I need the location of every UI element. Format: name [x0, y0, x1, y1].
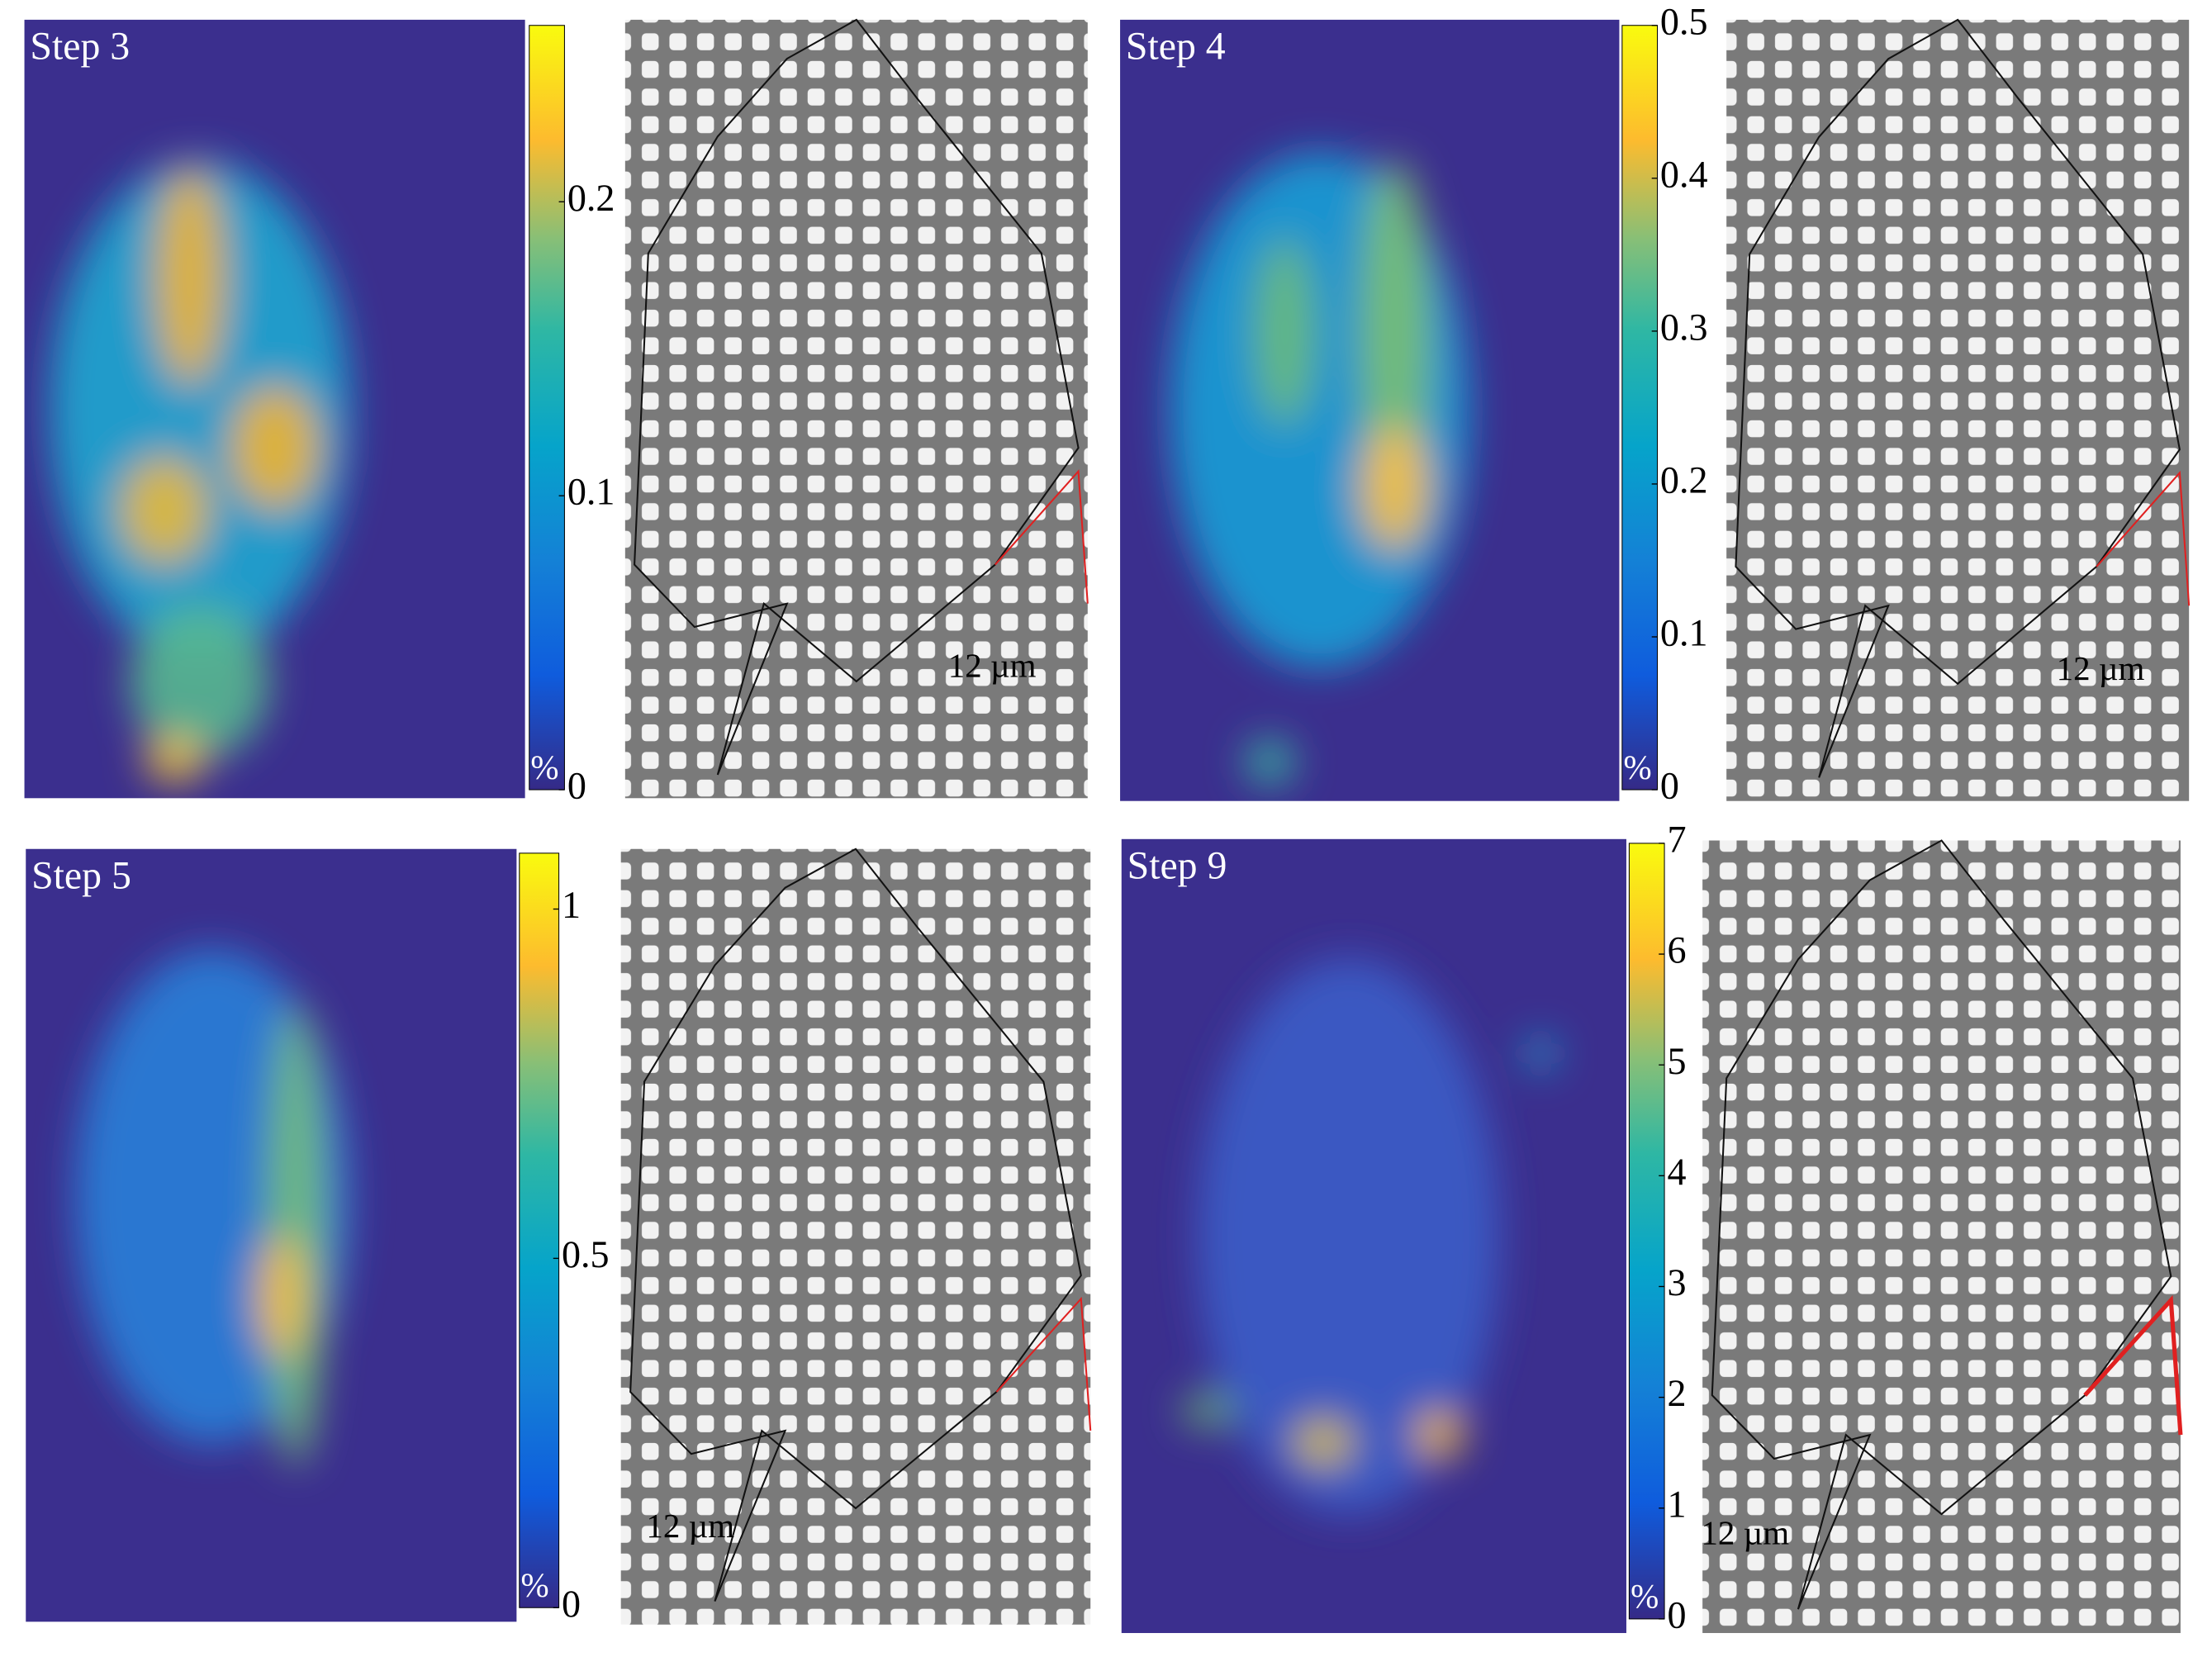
heatmap-blob	[266, 1003, 325, 1468]
scale-bar-label: 12 µm	[1701, 1513, 1789, 1551]
heatmap-blob	[154, 167, 225, 386]
colorbar-tick-label: 0	[1660, 765, 1679, 807]
heatmap-blob	[129, 603, 270, 760]
grain-boundary	[629, 847, 1082, 1602]
colorbar-tick-label: 0.2	[567, 177, 615, 219]
micrograph	[1726, 19, 2190, 801]
colorbar-tick-label: 3	[1667, 1261, 1686, 1303]
colorbar-tick-label: 0	[1667, 1593, 1686, 1636]
colorbar-tick-label: 7	[1667, 819, 1686, 861]
heatmap-blob	[1525, 1037, 1556, 1070]
colorbar-tick-label: 0.4	[1660, 153, 1708, 195]
scale-bar-label: 12 µm	[948, 646, 1037, 684]
heatmap-blob	[1360, 425, 1430, 552]
colorbar-unit: %	[1624, 748, 1652, 786]
crack	[994, 469, 1089, 604]
grain-boundary	[1735, 18, 2181, 778]
colorbar-tick-label: 6	[1667, 929, 1686, 971]
heatmap-blobs	[1170, 152, 1470, 786]
heatmap-blob	[1360, 160, 1430, 505]
heatmap-blob	[1293, 1418, 1354, 1467]
heatmap-blobs	[49, 159, 350, 783]
panel: Step 3 0 0.1 0.2% 12 µm	[24, 18, 1089, 807]
heatmap-blobs	[1182, 957, 1556, 1514]
heatmap-blob	[1414, 1410, 1465, 1459]
crack	[2083, 1294, 2183, 1436]
colorbar-unit: %	[530, 748, 558, 786]
scale-bar-label: 12 µm	[2057, 649, 2145, 687]
colorbar-unit: %	[520, 1566, 548, 1604]
colorbar-tick-label: 0.5	[562, 1233, 610, 1275]
heatmap-blob	[1245, 738, 1295, 786]
panel-label: Step 5	[31, 854, 131, 898]
colorbar	[1621, 25, 1659, 791]
colorbar-tick-label: 0.1	[567, 471, 615, 513]
colorbar-tick-label: 1	[1667, 1483, 1686, 1525]
colorbar-tick-label: 0.1	[1660, 612, 1708, 654]
panel-label: Step 4	[1126, 25, 1226, 69]
micrograph	[1702, 840, 2181, 1633]
panel-label: Step 9	[1127, 844, 1227, 888]
panel: Step 9 0 1 2 3 4 5 6 7% 12 µm	[1121, 819, 2183, 1636]
heatmap-blob	[1197, 957, 1501, 1514]
colorbar	[529, 25, 565, 791]
heatmap-blob	[145, 735, 205, 783]
grain-boundary	[1711, 839, 2172, 1610]
panel: Step 4 0 0.1 0.2 0.3 0.4 0.5% 12 µm	[1120, 0, 2191, 807]
colorbar-tick-label: 0.5	[1660, 0, 1708, 42]
colorbar-tick-label: 0	[567, 765, 586, 807]
heatmap-blob	[256, 1235, 306, 1360]
micrograph	[624, 19, 1088, 799]
colorbar-tick-label: 2	[1667, 1372, 1686, 1414]
colorbar-tick-label: 5	[1667, 1040, 1686, 1082]
crack	[2096, 470, 2191, 606]
colorbar-tick-label: 0.3	[1660, 306, 1708, 348]
heatmap-blob	[1182, 1394, 1233, 1427]
heatmap-blob	[119, 455, 210, 565]
panel-label: Step 3	[30, 25, 130, 69]
micrograph	[620, 848, 1091, 1625]
panel: Step 5 0 0.5 1% 12 µm	[26, 847, 1092, 1625]
heatmap-blob	[1255, 238, 1315, 426]
colorbar	[519, 852, 560, 1608]
colorbar-tick-label: 1	[562, 884, 581, 926]
scale-bar-label: 12 µm	[646, 1507, 734, 1545]
heatmap-blobs	[74, 949, 350, 1468]
colorbar	[1628, 843, 1665, 1620]
heatmap-blob	[230, 385, 320, 510]
crack	[995, 1296, 1092, 1431]
colorbar-unit: %	[1631, 1577, 1659, 1615]
colorbar-tick-label: 4	[1667, 1151, 1686, 1193]
colorbar-tick-label: 0	[562, 1583, 581, 1625]
grain-boundary	[634, 18, 1080, 776]
colorbar-tick-label: 0.2	[1660, 459, 1708, 501]
